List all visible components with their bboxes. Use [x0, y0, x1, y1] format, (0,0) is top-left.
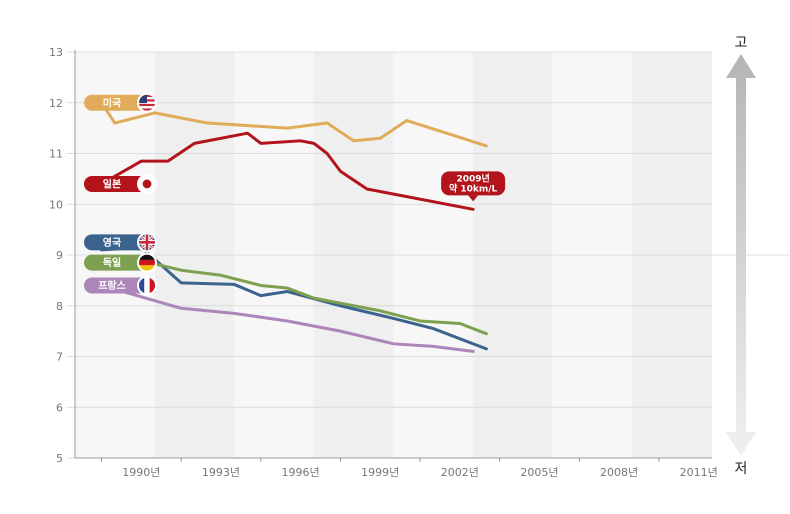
- callout-line2: 약 10km/L: [449, 182, 498, 194]
- flag-canton: [139, 94, 147, 104]
- x-tick-label: 2005년: [520, 466, 558, 479]
- callout-box: [441, 171, 506, 196]
- series-line-de: [100, 256, 488, 336]
- series-label: 프랑스: [84, 275, 157, 296]
- flag-body: [139, 234, 155, 251]
- flag-stripe: [139, 103, 155, 107]
- series-line-us: [100, 101, 488, 148]
- series-lines: [100, 101, 488, 353]
- flag-stripe: [139, 277, 145, 294]
- flag-disc: [142, 179, 152, 189]
- fr-flag-icon: [137, 275, 157, 296]
- flag-stripe: [139, 106, 155, 109]
- series-label: 미국: [84, 92, 157, 113]
- series-label-text: 프랑스: [98, 280, 126, 292]
- axes: 5 6 7 8 9 10 11 12 13 1990년 1993년 1996년 1999년 2002년 20…: [49, 46, 718, 479]
- de-flag-icon: [137, 252, 157, 273]
- scale-arrow: 고 저: [726, 35, 756, 477]
- flag-stripe: [139, 259, 155, 266]
- x-tick-label: 1996년: [282, 466, 320, 479]
- flag-stripe: [139, 254, 155, 260]
- series-label: 독일: [84, 252, 157, 273]
- callout-pointer: [468, 195, 479, 202]
- flag-body: [139, 277, 155, 294]
- y-tick-label: 8: [56, 300, 63, 313]
- flag-stripe: [139, 265, 155, 271]
- series-line-fr: [100, 283, 475, 353]
- uk-flag-icon: [137, 232, 157, 253]
- callout-line1: 2009년: [456, 172, 489, 184]
- flag-body: [139, 94, 155, 111]
- y-tick-label: 13: [49, 46, 63, 59]
- series-label: 영국: [84, 232, 157, 253]
- series-label-text: 일본: [103, 177, 121, 190]
- y-tick-label: 7: [56, 351, 63, 364]
- x-tick-label: 1990년: [122, 466, 160, 479]
- flag-body: [139, 175, 155, 192]
- flag-cross-red: [139, 241, 155, 244]
- x-tick-label: 1999년: [361, 466, 399, 479]
- x-tick-label: 1993년: [202, 466, 240, 479]
- series-label-text: 독일: [103, 256, 121, 269]
- y-tick-label: 11: [49, 148, 63, 161]
- flag-stripe: [139, 108, 155, 111]
- jp-flag-icon: [137, 173, 157, 194]
- us-flag-icon: [137, 92, 157, 113]
- y-tick-label: 9: [56, 249, 63, 262]
- x-tick-label: 2008년: [600, 466, 638, 479]
- y-tick-label: 12: [49, 97, 63, 110]
- x-tick-label: 2002년: [441, 466, 479, 479]
- series-label-text: 영국: [103, 236, 121, 249]
- scale-arrow-top-label: 고: [735, 35, 748, 51]
- flag-stripe: [144, 277, 150, 294]
- y-tick-label: 10: [49, 198, 63, 211]
- scale-arrow-icon: [726, 54, 756, 456]
- y-tick-label: 6: [56, 401, 63, 414]
- series-label: 일본: [84, 173, 157, 194]
- scale-arrow-bottom-label: 저: [735, 461, 748, 477]
- y-tick-label: 5: [56, 452, 63, 465]
- series-line-jp: [100, 131, 475, 211]
- x-tick-label: 2011년: [680, 466, 718, 479]
- flag-body: [139, 254, 155, 271]
- series-label-text: 미국: [103, 96, 121, 109]
- flag-stripe: [149, 277, 155, 294]
